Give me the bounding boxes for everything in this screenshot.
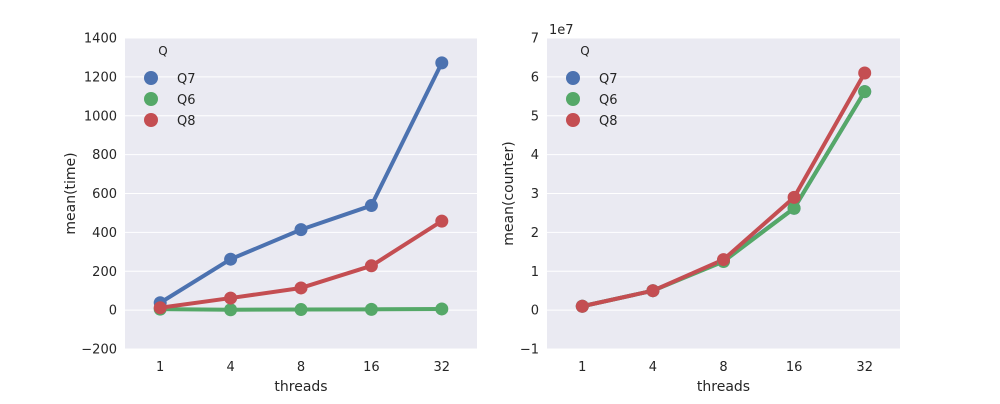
y-tick-label: 2 [531, 226, 539, 241]
y-tick-label: 7 [531, 32, 539, 47]
data-point-q8 [717, 253, 730, 267]
data-point-q8 [294, 281, 308, 295]
data-point-q6 [858, 85, 872, 99]
y-offset-text: 1e7 [549, 23, 574, 38]
x-tick-label: 1 [578, 360, 586, 375]
legend-marker [566, 71, 580, 85]
data-point-q8 [153, 301, 167, 315]
data-point-q7 [364, 199, 378, 213]
legend-label: Q8 [599, 114, 618, 129]
y-tick-label: 600 [92, 187, 117, 202]
legend-label: Q7 [177, 72, 196, 87]
x-tick-label: 8 [719, 360, 727, 375]
x-tick-label: 4 [649, 360, 657, 375]
y-tick-label: 0 [531, 304, 539, 319]
data-point-q7 [435, 56, 449, 70]
legend-marker [144, 113, 158, 127]
y-tick-label: 3 [531, 187, 539, 202]
legend-label: Q7 [599, 72, 618, 87]
data-point-q6 [294, 303, 308, 317]
x-tick-label: 4 [226, 360, 234, 375]
data-point-q8 [575, 299, 589, 313]
y-tick-label: 6 [531, 70, 539, 85]
data-point-q8 [435, 214, 449, 228]
y-axis-label: mean(counter) [501, 141, 517, 246]
legend-label: Q8 [177, 114, 196, 129]
data-point-q8 [646, 284, 660, 298]
data-point-q6 [787, 201, 801, 215]
legend-title: Q [580, 44, 589, 58]
legend-label: Q6 [599, 93, 618, 108]
y-tick-label: 5 [531, 109, 539, 124]
y-tick-label: 400 [92, 226, 117, 241]
y-tick-label: 1400 [84, 32, 117, 47]
data-point-q8 [364, 259, 378, 273]
x-axis-label: threads [697, 379, 750, 395]
legend: Q Q7 Q6 Q8 [566, 44, 618, 129]
data-point-q6 [435, 302, 449, 316]
y-tick-label: 1000 [84, 109, 117, 124]
x-tick-label: 16 [363, 360, 380, 375]
y-tick-label: −1 [520, 343, 539, 358]
legend-marker [566, 92, 580, 106]
legend-marker [144, 92, 158, 106]
data-point-q8 [858, 66, 872, 80]
legend-label: Q6 [177, 93, 196, 108]
x-axis-label: threads [274, 379, 327, 395]
chart-panel-2: −1 0 1 2 3 4 5 6 7 1 4 8 16 32 threads mean(counter) 1e7… [501, 23, 900, 395]
data-point-q7 [294, 223, 308, 237]
legend-title: Q [158, 44, 167, 58]
y-tick-label: 0 [109, 304, 117, 319]
x-tick-label: 16 [786, 360, 803, 375]
legend-marker [566, 113, 580, 127]
x-tick-label: 32 [434, 360, 451, 375]
legend-marker [144, 71, 158, 85]
y-tick-label: 4 [531, 148, 539, 163]
data-point-q8 [787, 190, 801, 204]
chart-panel-1: −200 0 200 400 600 800 1000 1200 1400 1 4 8 16 32 thre… [63, 32, 477, 395]
x-tick-label: 1 [156, 360, 164, 375]
data-point-q7 [224, 252, 238, 266]
data-point-q6 [364, 302, 378, 316]
x-tick-label: 32 [856, 360, 873, 375]
data-point-q8 [224, 291, 238, 305]
y-tick-label: 1200 [84, 70, 117, 85]
y-axis-label: mean(time) [63, 152, 79, 234]
x-tick-label: 8 [297, 360, 305, 375]
y-tick-label: 200 [92, 265, 117, 280]
legend: Q Q7 Q6 Q8 [144, 44, 196, 129]
y-tick-label: −200 [81, 343, 117, 358]
y-tick-label: 800 [92, 148, 117, 163]
y-tick-label: 1 [531, 265, 539, 280]
data-point-q6 [224, 303, 238, 317]
